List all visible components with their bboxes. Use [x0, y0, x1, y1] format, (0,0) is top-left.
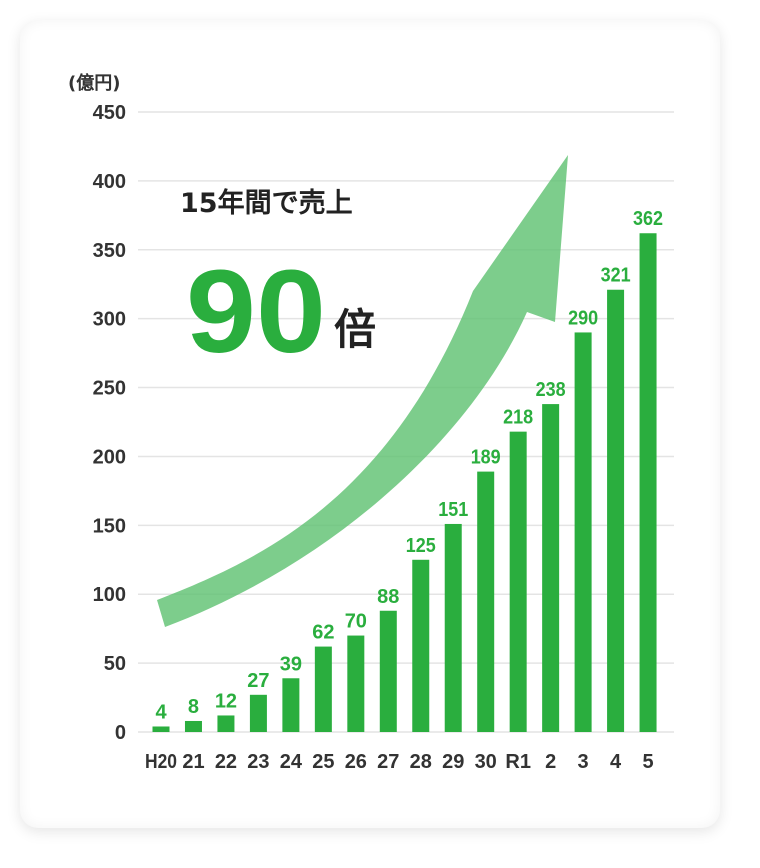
- bar: [184, 720, 202, 732]
- y-tick-label: 300: [93, 309, 126, 331]
- bars: [152, 233, 657, 732]
- y-tick-label: 200: [93, 446, 126, 468]
- bar-value-label: 321: [601, 265, 631, 287]
- x-tick-label: R1: [505, 751, 531, 773]
- x-tick-label: 2: [545, 751, 556, 773]
- y-tick-label: 50: [104, 653, 126, 675]
- bar-value-label: 70: [345, 611, 367, 633]
- chart-card: [20, 20, 720, 828]
- x-tick-label: 5: [642, 751, 653, 773]
- bar-value-label: 189: [471, 447, 501, 469]
- y-axis-unit-label: (億円): [68, 72, 120, 94]
- growth-arrow-icon: [157, 155, 568, 627]
- bar: [347, 635, 365, 732]
- multiplier-suffix: 倍: [334, 305, 376, 354]
- bar-value-label: 218: [503, 407, 533, 429]
- bar: [282, 678, 300, 732]
- y-axis-ticks: 0 50 100 150 200 250 300 350 400 450: [93, 102, 126, 744]
- bar: [542, 404, 560, 732]
- bar-value-label: 238: [536, 379, 566, 401]
- x-axis-ticks: H20 21 22 23 24 25 26 27 28 29 30 R1 2 3 4 5: [145, 751, 654, 773]
- x-tick-label: 21: [182, 751, 204, 773]
- bar: [249, 694, 267, 732]
- x-tick-label: 4: [610, 751, 622, 773]
- bar-value-label: 39: [280, 653, 302, 675]
- bar-value-label: 362: [633, 208, 663, 230]
- bar: [444, 523, 462, 732]
- x-tick-label: 29: [442, 751, 464, 773]
- bar: [574, 332, 592, 732]
- bar: [412, 559, 430, 732]
- x-tick-label: 23: [247, 751, 269, 773]
- x-tick-label: 3: [578, 751, 589, 773]
- bar: [152, 726, 170, 732]
- y-tick-label: 150: [93, 515, 126, 537]
- bar: [217, 715, 235, 732]
- bar-value-label: 8: [188, 696, 199, 718]
- x-tick-label: 25: [312, 751, 334, 773]
- headline-text: 15年間で売上: [180, 187, 353, 219]
- bar-value-label: 125: [406, 535, 436, 557]
- bar: [607, 289, 625, 732]
- bar: [509, 431, 527, 732]
- y-tick-label: 350: [93, 240, 126, 262]
- y-tick-label: 0: [115, 722, 126, 744]
- y-tick-label: 400: [93, 171, 126, 193]
- bar-value-label: 290: [568, 307, 598, 329]
- bar-value-label: 62: [312, 622, 334, 644]
- y-tick-label: 100: [93, 584, 126, 606]
- bar-value-label: 151: [438, 499, 468, 521]
- bar: [639, 233, 657, 732]
- x-tick-label: 26: [345, 751, 367, 773]
- bar-value-label: 12: [215, 690, 237, 712]
- bar: [314, 646, 332, 732]
- x-tick-label: 28: [410, 751, 432, 773]
- x-tick-label: H20: [145, 751, 177, 773]
- y-tick-label: 450: [93, 102, 126, 124]
- x-tick-label: 27: [377, 751, 399, 773]
- bar-value-label: 27: [247, 670, 269, 692]
- multiplier-number: 90: [186, 246, 326, 378]
- bar: [477, 471, 495, 732]
- y-tick-label: 250: [93, 378, 126, 400]
- x-tick-label: 22: [215, 751, 237, 773]
- bar-value-label: 4: [155, 701, 167, 723]
- x-tick-label: 30: [475, 751, 497, 773]
- bar-value-label: 88: [377, 586, 399, 608]
- x-tick-label: 24: [280, 751, 303, 773]
- bar: [379, 610, 397, 732]
